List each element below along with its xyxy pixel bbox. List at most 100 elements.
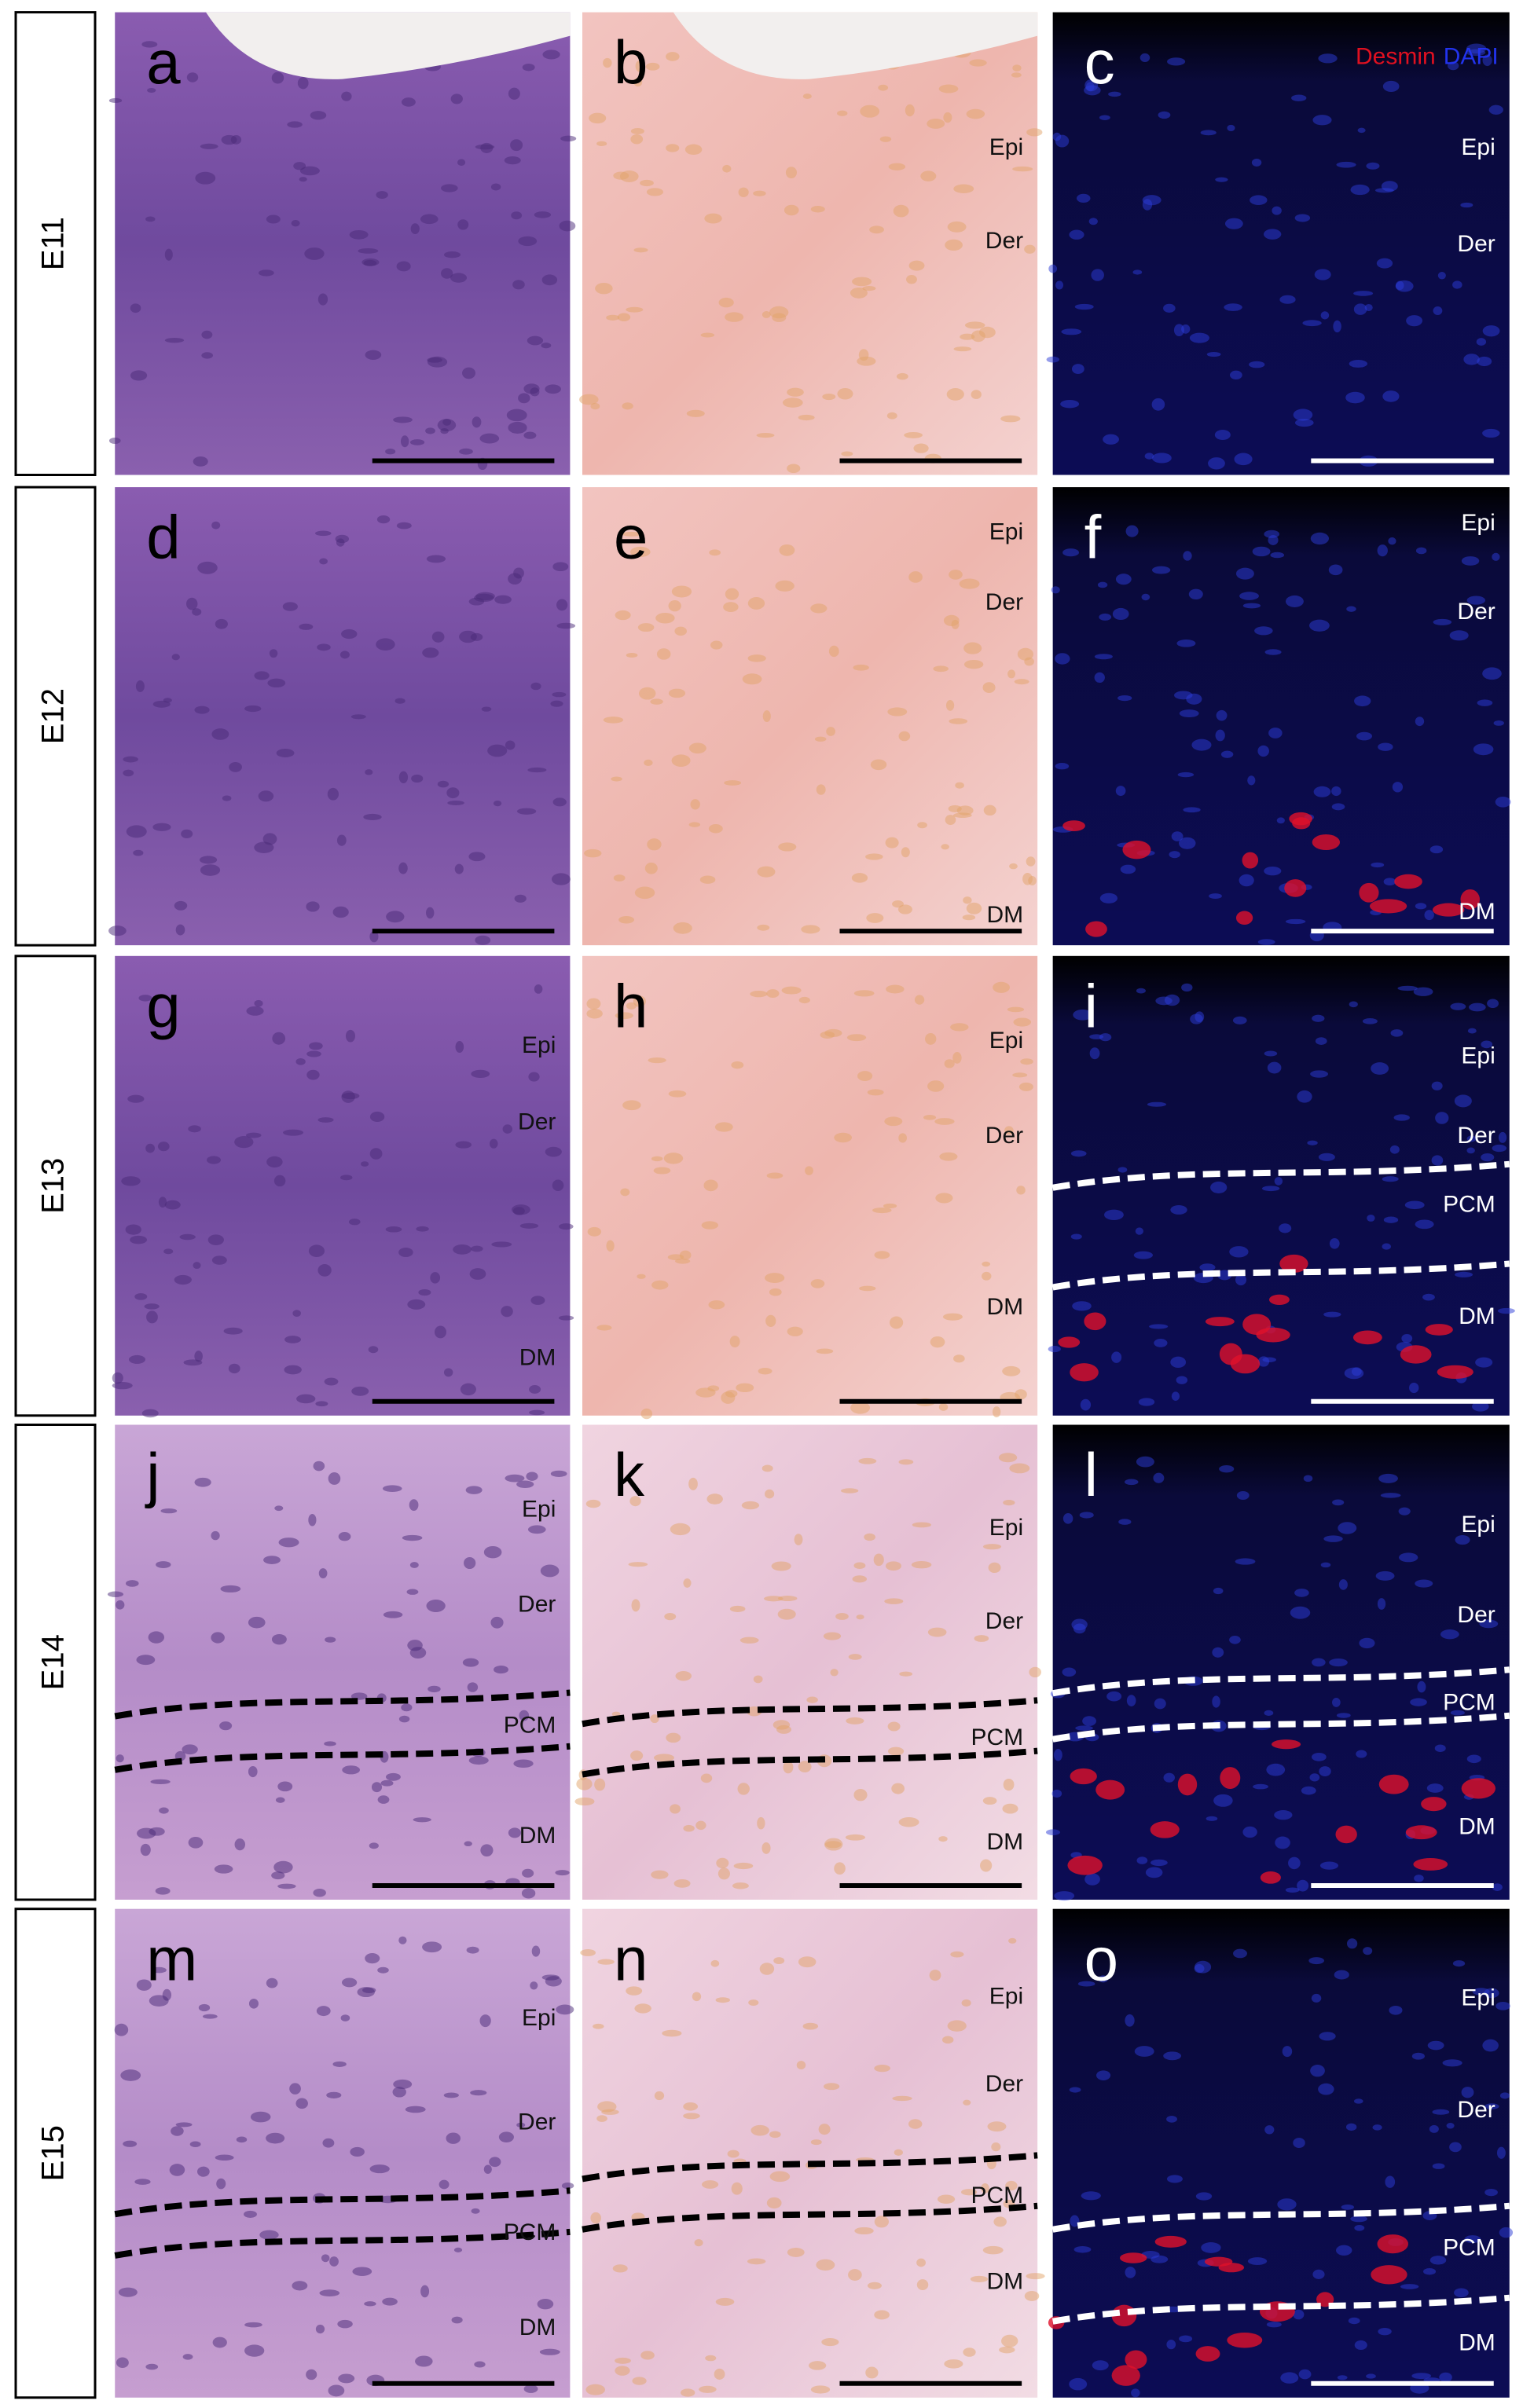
cell <box>890 1316 904 1329</box>
cell <box>522 1868 534 1878</box>
cell <box>188 1836 204 1849</box>
cell <box>1026 2273 1045 2280</box>
cell <box>1354 695 1371 707</box>
cell <box>175 2122 193 2128</box>
cell <box>865 853 883 860</box>
cell <box>1390 1029 1404 1037</box>
cell <box>1233 1948 1247 1959</box>
cell <box>927 1627 947 1637</box>
cell <box>365 1953 380 1964</box>
cell <box>874 2310 890 2320</box>
tissue-label: PCM <box>1443 2235 1495 2261</box>
cell <box>762 1842 771 1854</box>
cell <box>901 847 910 858</box>
cell <box>1214 429 1231 441</box>
cell <box>416 1226 429 1232</box>
cell <box>1350 2216 1367 2223</box>
cell <box>211 521 221 530</box>
cell <box>174 900 188 911</box>
cell <box>612 2264 628 2273</box>
cell <box>821 2338 839 2347</box>
cell <box>162 1988 172 2001</box>
cell <box>650 698 663 705</box>
cell <box>960 333 975 340</box>
cell <box>615 610 631 621</box>
cell <box>1415 1219 1434 1230</box>
cell <box>637 1274 646 1279</box>
cell <box>1367 1214 1375 1222</box>
cell <box>1210 1181 1228 1194</box>
cell <box>959 578 980 589</box>
cell <box>405 2106 426 2113</box>
cell <box>1481 1153 1495 1162</box>
desmin-signal <box>1425 1324 1453 1336</box>
tissue-label: Der <box>985 589 1023 615</box>
cell <box>295 2098 308 2109</box>
cell <box>913 443 929 453</box>
cell <box>1257 745 1269 757</box>
desmin-signal <box>1289 812 1312 826</box>
cell <box>1294 1589 1309 1597</box>
cell <box>455 1041 464 1054</box>
cell <box>149 1827 165 1836</box>
cell <box>171 2126 184 2136</box>
cell <box>376 515 391 524</box>
cell <box>1495 797 1511 808</box>
cell <box>1382 390 1400 402</box>
cell <box>1450 1002 1466 1010</box>
cell <box>395 698 406 704</box>
cell <box>637 623 655 632</box>
cell <box>511 211 523 220</box>
cell <box>715 1997 730 2003</box>
cell <box>983 1544 1002 1550</box>
cell <box>534 984 543 994</box>
cell <box>540 1564 560 1578</box>
cell <box>834 1862 846 1875</box>
cell <box>1012 166 1033 172</box>
cell <box>688 1477 698 1490</box>
cell <box>127 1094 145 1103</box>
cell <box>945 700 955 711</box>
cell <box>667 1254 684 1261</box>
cell <box>802 2022 819 2030</box>
cell <box>674 1259 691 1264</box>
cell <box>194 706 210 714</box>
cell <box>737 1783 750 1795</box>
cell <box>955 782 964 789</box>
cell <box>664 1612 677 1621</box>
cell <box>1150 1859 1168 1867</box>
cell <box>1136 1856 1148 1864</box>
cell <box>1220 750 1234 758</box>
cell <box>1495 2001 1510 2010</box>
cell <box>1488 104 1503 115</box>
cell <box>1266 1763 1286 1776</box>
cell <box>339 651 350 659</box>
cell <box>775 580 795 592</box>
cell <box>163 1248 174 1255</box>
cell <box>1213 1587 1224 1595</box>
cell <box>837 387 853 400</box>
cell <box>501 1306 513 1318</box>
cell <box>632 2377 647 2385</box>
cell <box>1188 588 1203 600</box>
cell <box>1195 2192 1213 2201</box>
cell <box>192 608 202 616</box>
cell <box>1209 893 1222 899</box>
cell <box>1338 1522 1357 1534</box>
cell <box>981 2183 989 2194</box>
cell <box>221 134 237 145</box>
cell <box>1472 1401 1489 1412</box>
cell <box>512 1207 525 1215</box>
cell <box>1054 1749 1062 1761</box>
cell <box>626 652 638 658</box>
cell <box>523 2384 538 2393</box>
cell <box>1191 739 1212 751</box>
cell <box>1257 939 1275 945</box>
cell <box>590 402 600 410</box>
micrograph-panel <box>1048 1908 1514 2398</box>
cell <box>916 2258 926 2267</box>
cell <box>1427 2040 1444 2051</box>
cell <box>1117 1167 1128 1173</box>
cell <box>638 687 656 700</box>
cell <box>846 1034 867 1042</box>
